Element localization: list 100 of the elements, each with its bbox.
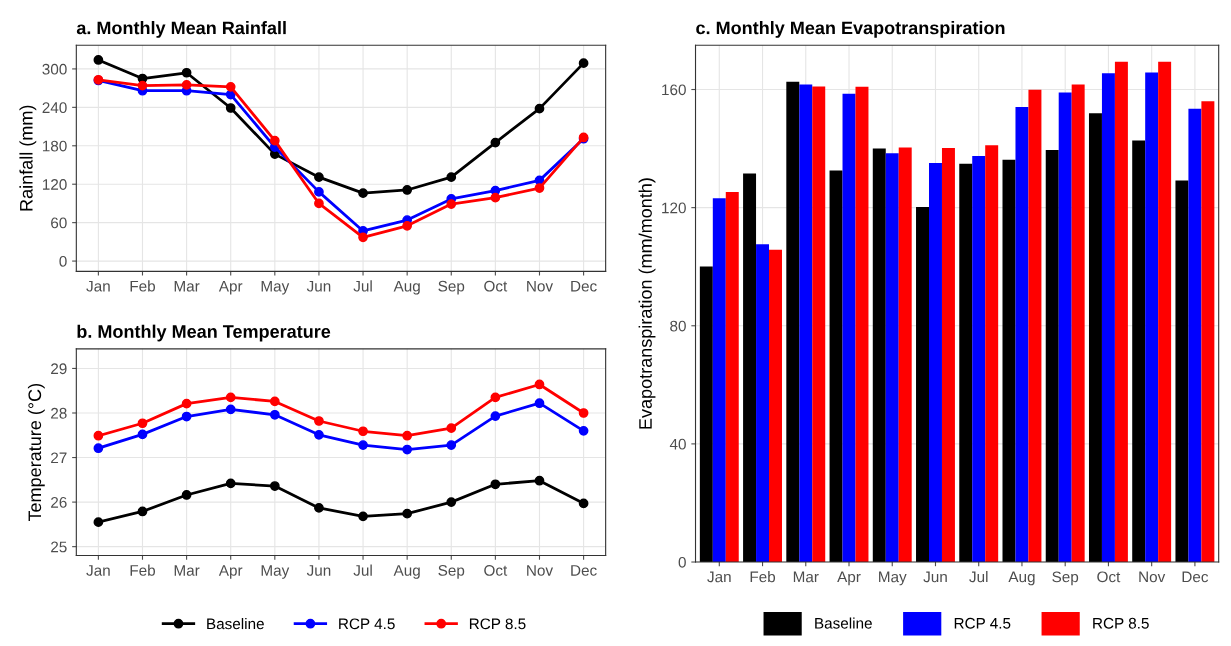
bar — [885, 153, 899, 563]
point — [490, 479, 501, 490]
legend-label: RCP 4.5 — [954, 617, 1011, 629]
bar — [898, 147, 912, 563]
chart-title: c. Monthly Mean Evapotranspiration — [696, 21, 1005, 38]
point — [93, 443, 104, 454]
y-tick-label: 40 — [669, 438, 686, 450]
y-tick-label: 160 — [662, 84, 686, 96]
point — [225, 404, 236, 415]
bar — [1015, 106, 1029, 563]
bar — [743, 173, 757, 563]
bar — [1175, 180, 1189, 563]
bar — [1045, 150, 1059, 563]
y-tick-label: 120 — [42, 179, 67, 190]
point — [225, 81, 236, 92]
point — [534, 475, 545, 486]
x-tick-label: Jun — [923, 571, 947, 583]
legend-label: RCP 4.5 — [339, 618, 395, 630]
bar — [786, 81, 800, 563]
y-tick-label: 60 — [51, 217, 67, 229]
point — [314, 429, 324, 440]
bar — [1002, 159, 1016, 563]
x-tick-label: Dec — [571, 280, 597, 292]
bar — [941, 147, 955, 563]
x-tick-label: Oct — [484, 564, 508, 576]
bar — [985, 145, 999, 563]
x-tick-label: Jan — [86, 280, 110, 292]
y-tick-label: 28 — [51, 407, 67, 419]
point — [181, 67, 192, 78]
x-tick-label: Apr — [837, 571, 861, 586]
point — [225, 392, 236, 403]
point — [402, 444, 413, 455]
point — [358, 440, 368, 450]
bar — [712, 198, 726, 563]
legend-label: RCP 8.5 — [1093, 617, 1149, 629]
x-tick-label: Jul — [353, 564, 372, 576]
x-tick-label: Oct — [484, 280, 508, 292]
x-tick-label: Mar — [174, 280, 200, 292]
point — [225, 103, 236, 113]
point — [358, 426, 368, 437]
point — [181, 80, 192, 90]
y-axis-title: Temperature (°C) — [27, 383, 45, 522]
x-tick-label: Dec — [1182, 571, 1209, 583]
bar — [1158, 61, 1172, 563]
point — [137, 418, 148, 429]
bar — [1114, 61, 1128, 563]
point — [137, 80, 148, 91]
point — [490, 392, 501, 403]
x-tick-label: Jan — [86, 565, 110, 576]
x-tick-label: Nov — [527, 565, 554, 576]
x-tick-label: Feb — [750, 571, 776, 583]
point — [269, 409, 280, 420]
y-axis-title: Rainfall (mm) — [19, 105, 37, 211]
x-tick-label: Sep — [438, 280, 465, 295]
point — [402, 185, 413, 195]
x-tick-label: Mar — [174, 565, 200, 576]
x-tick-label: Jul — [353, 280, 372, 292]
point — [181, 490, 192, 500]
bar — [1145, 72, 1159, 563]
x-tick-label: Jul — [969, 571, 988, 583]
y-tick-label: 180 — [42, 140, 67, 152]
point — [137, 429, 148, 440]
point — [269, 135, 280, 146]
point — [358, 188, 368, 199]
bar — [855, 86, 869, 563]
point — [534, 183, 545, 193]
point — [93, 430, 104, 441]
point — [578, 425, 589, 436]
x-tick-label: Dec — [571, 565, 597, 576]
bar — [959, 163, 973, 563]
x-tick-label: Apr — [218, 280, 243, 295]
y-tick-label: 80 — [670, 320, 686, 332]
bar — [829, 170, 843, 563]
point — [314, 187, 324, 197]
legend-label: Baseline — [207, 618, 264, 630]
x-tick-label: Oct — [1097, 571, 1121, 583]
point — [137, 506, 148, 517]
x-tick-label: Nov — [1139, 571, 1166, 583]
point — [402, 430, 413, 441]
point — [314, 416, 324, 426]
point — [490, 137, 501, 148]
bar — [1088, 113, 1102, 563]
point — [446, 497, 457, 507]
bar — [1101, 73, 1115, 563]
bar — [699, 266, 713, 563]
y-tick-label: 27 — [51, 452, 67, 464]
x-tick-label: Nov — [527, 280, 554, 292]
y-tick-label: 240 — [42, 102, 67, 114]
point — [578, 408, 589, 418]
x-tick-label: Sep — [1052, 571, 1079, 586]
point — [446, 172, 457, 183]
chart-title: b. Monthly Mean Temperature — [77, 324, 331, 342]
legend-label: Baseline — [815, 617, 872, 629]
x-tick-label: Jan — [707, 571, 731, 583]
bar — [842, 93, 856, 563]
x-tick-label: May — [879, 571, 907, 586]
point — [578, 498, 589, 509]
y-tick-label: 0 — [59, 255, 67, 267]
bar — [1132, 140, 1146, 563]
point — [534, 398, 545, 409]
